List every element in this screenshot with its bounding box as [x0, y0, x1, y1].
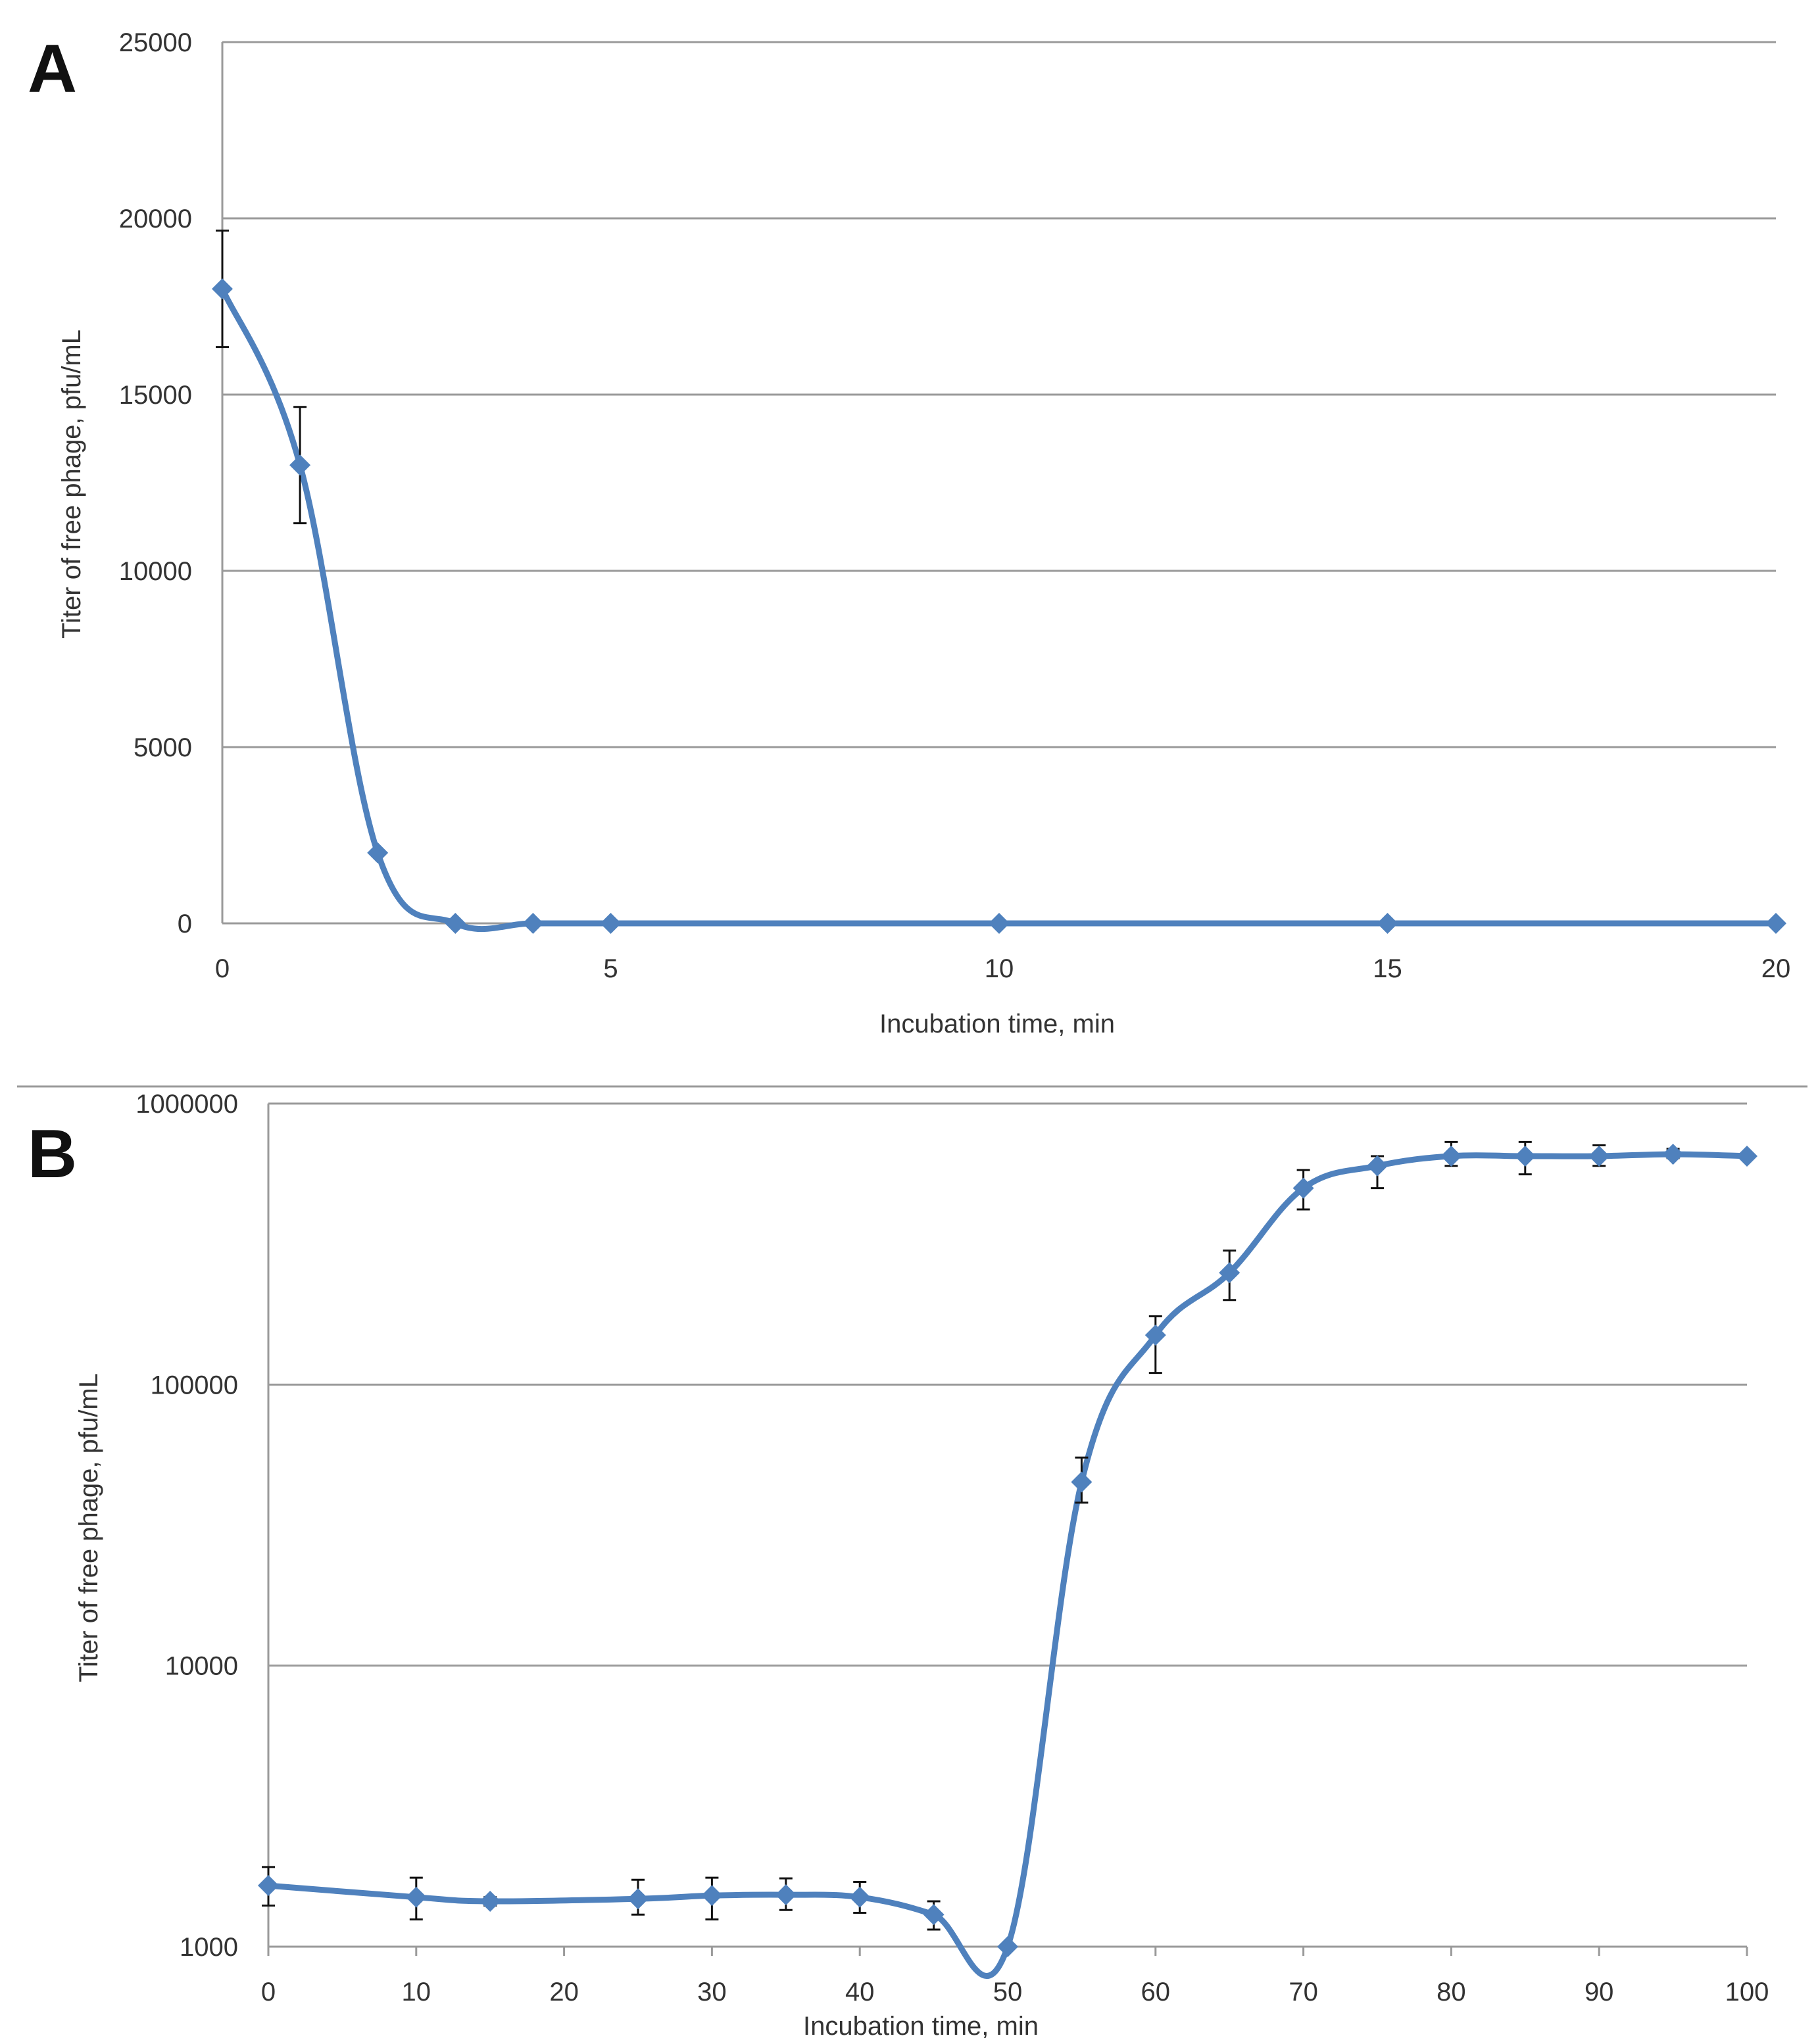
- y-tick-label-a: 0: [178, 910, 192, 938]
- x-tick-label-a: 5: [603, 954, 618, 983]
- x-ticks-a: 0 5 10 15 20: [215, 954, 1790, 983]
- data-point-a: [212, 278, 233, 300]
- x-tick-label-b: 20: [549, 1978, 579, 2007]
- series-line-b: [265, 1151, 1750, 1979]
- data-point-a: [289, 454, 311, 476]
- panel-label-a: A: [28, 31, 77, 107]
- chart-panel-b: B 1000 10000 100000 1000000 0 10 20 30 40 50 60 70…: [28, 1090, 1769, 2041]
- data-point-b: [1736, 1145, 1757, 1167]
- x-tick-label-a: 0: [215, 954, 230, 983]
- x-tick-label-b: 0: [261, 1978, 276, 2007]
- data-point-b: [1367, 1155, 1388, 1177]
- data-point-b: [775, 1884, 797, 1906]
- x-tick-label-a: 15: [1373, 954, 1402, 983]
- data-point-a: [445, 913, 466, 934]
- data-point-b: [701, 1885, 723, 1907]
- y-tick-label-a: 5000: [134, 733, 192, 762]
- data-point-b: [849, 1886, 871, 1908]
- x-tick-label-a: 20: [1761, 954, 1791, 983]
- x-tick-label-a: 10: [985, 954, 1014, 983]
- data-point-a: [522, 913, 544, 934]
- x-tick-label-b: 60: [1141, 1978, 1171, 2007]
- y-tick-label-b: 10000: [165, 1652, 238, 1681]
- y-axis-title-b: Titer of free phage, pfu/mL: [74, 1373, 103, 1682]
- y-tick-label-a: 10000: [119, 557, 192, 586]
- data-point-b: [258, 1875, 279, 1897]
- x-tick-label-b: 100: [1725, 1978, 1769, 2007]
- series-a: [212, 230, 1786, 934]
- y-tick-label-b: 1000: [180, 1933, 238, 1962]
- data-point-a: [600, 913, 622, 934]
- x-tick-label-b: 30: [697, 1978, 727, 2007]
- data-point-b: [1071, 1471, 1093, 1493]
- y-axis-title-a: Titer of free phage, pfu/mL: [57, 329, 86, 639]
- series-line-a: [219, 285, 1779, 933]
- y-tick-label-b: 100000: [151, 1371, 238, 1399]
- x-tick-label-b: 10: [402, 1978, 431, 2007]
- y-tick-label-a: 20000: [119, 205, 192, 233]
- data-point-b: [405, 1886, 427, 1908]
- x-axis-title-b: Incubation time, min: [803, 2012, 1039, 2041]
- data-point-b: [1144, 1325, 1166, 1346]
- grid-a: [221, 41, 1776, 925]
- x-tick-label-b: 80: [1437, 1978, 1466, 2007]
- data-point-a: [367, 842, 389, 864]
- y-tick-label-b: 1000000: [135, 1090, 238, 1119]
- grid-b: [267, 1102, 1748, 1956]
- x-tick-label-b: 90: [1585, 1978, 1614, 2007]
- data-point-b: [1440, 1145, 1462, 1167]
- x-ticks-b: 0 10 20 30 40 50 60 70 80 90 100: [261, 1978, 1769, 2007]
- x-axis-title-a: Incubation time, min: [879, 1010, 1115, 1038]
- data-point-b: [923, 1904, 945, 1926]
- data-point-b: [1514, 1145, 1536, 1167]
- panel-label-b: B: [28, 1116, 77, 1192]
- y-tick-label-a: 25000: [119, 28, 192, 57]
- y-ticks-b: 1000 10000 100000 1000000: [135, 1090, 238, 1962]
- data-point-b: [479, 1891, 501, 1912]
- x-tick-label-b: 70: [1289, 1978, 1318, 2007]
- chart-panel-a: A 0 5000 10000 15000 20000 25000 0 5 10 15 20 Tit…: [28, 28, 1790, 1038]
- data-point-a: [1765, 913, 1786, 934]
- data-point-b: [1219, 1262, 1241, 1284]
- data-point-b: [627, 1888, 649, 1910]
- data-point-b: [1292, 1177, 1314, 1199]
- data-point-a: [1377, 913, 1398, 934]
- y-ticks-a: 0 5000 10000 15000 20000 25000: [119, 28, 192, 938]
- y-tick-label-a: 15000: [119, 381, 192, 410]
- data-point-a: [989, 913, 1010, 934]
- data-point-b: [1662, 1144, 1684, 1165]
- series-b: [258, 1140, 1757, 1979]
- data-point-b: [1588, 1145, 1610, 1167]
- x-tick-label-b: 40: [845, 1978, 875, 2007]
- x-tick-label-b: 50: [993, 1978, 1023, 2007]
- data-point-b: [997, 1936, 1018, 1957]
